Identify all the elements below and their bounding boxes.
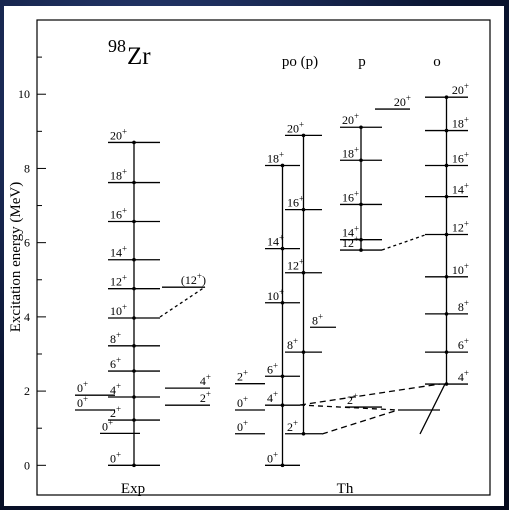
level-dot (302, 134, 306, 138)
level-dot (359, 125, 363, 129)
level-dot (132, 181, 136, 185)
level-dot (132, 344, 136, 348)
level-dot (281, 247, 285, 251)
level-dot (302, 350, 306, 354)
level-dot (359, 203, 363, 207)
level-dot (132, 141, 136, 145)
spin-label: (12+) (181, 271, 206, 287)
level-dot (445, 275, 449, 279)
level-dot (132, 464, 136, 468)
group-label: Exp (121, 481, 145, 497)
chart: 98 Zr Excitation energy (MeV) Exp Th po … (0, 0, 509, 510)
y-axis-label: Excitation energy (MeV) (8, 182, 24, 333)
y-tick-label: 4 (24, 310, 30, 324)
y-tick-label: 0 (24, 458, 30, 472)
y-tick-label: 2 (24, 384, 30, 398)
level-dot (445, 164, 449, 168)
level-dot (302, 432, 306, 436)
level-dot (132, 369, 136, 373)
level-dot (302, 271, 306, 275)
level-dot (281, 301, 285, 305)
level-dot (445, 312, 449, 316)
level-dot (132, 258, 136, 262)
level-dot (281, 374, 285, 378)
level-dot (445, 95, 449, 99)
level-dot (445, 350, 449, 354)
level-dot (359, 238, 363, 242)
level-dot (132, 287, 136, 291)
title-element: Zr (127, 43, 151, 70)
y-tick-label: 6 (24, 236, 30, 250)
column-header: o (433, 54, 441, 70)
level-dot (359, 248, 363, 252)
level-dot (281, 464, 285, 468)
column-header: po (p) (282, 54, 318, 70)
level-dot (445, 382, 449, 386)
level-dot (359, 158, 363, 162)
y-tick-label: 10 (18, 87, 30, 101)
level-dot (445, 195, 449, 199)
group-label: Th (337, 481, 354, 497)
level-dot (132, 316, 136, 320)
level-dot (132, 220, 136, 224)
level-dot (281, 403, 285, 407)
level-dot (302, 208, 306, 212)
title-mass: 98 (108, 36, 126, 56)
level-dot (132, 418, 136, 422)
level-dot (445, 129, 449, 133)
page: 98 Zr Excitation energy (MeV) Exp Th po … (0, 0, 509, 510)
level-dot (445, 233, 449, 237)
plot-background (4, 6, 504, 506)
column-header: p (358, 54, 366, 70)
level-dot (132, 395, 136, 399)
y-tick-label: 8 (24, 161, 30, 175)
level-dot (281, 164, 285, 168)
